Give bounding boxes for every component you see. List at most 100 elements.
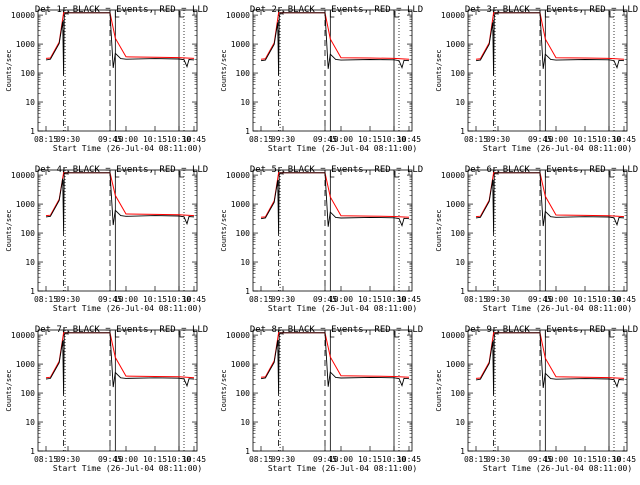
x-axis-label: Start Time (26-Jul-04 08:11:00) <box>53 464 202 473</box>
x-tick-label: 10:00 <box>329 455 353 464</box>
y-tick-label: 1 <box>245 287 250 296</box>
x-tick-label: 10:30 <box>597 135 621 144</box>
x-tick-label: 10:00 <box>329 135 353 144</box>
events-series-line <box>260 332 410 394</box>
y-tick-label: 10000 <box>441 171 465 180</box>
plot-frame <box>252 169 413 292</box>
x-tick-label: 08:15 <box>249 135 273 144</box>
y-tick-label: 1000 <box>231 40 250 49</box>
events-series-line <box>45 12 195 75</box>
top-marker-end <box>544 331 550 338</box>
panel-9r: Det 9r BLACK = Events, RED = LLD10000100… <box>435 325 638 473</box>
plot-frame <box>37 9 198 132</box>
x-tick-label: 09:30 <box>271 455 295 464</box>
y-tick-label: 10 <box>455 418 465 427</box>
top-marker-start <box>62 330 70 335</box>
y-tick-label: 10 <box>455 98 465 107</box>
y-axis-label: Counts/sec <box>5 369 13 411</box>
x-tick-label: 10:00 <box>329 295 353 304</box>
x-tick-label: 10:30 <box>597 295 621 304</box>
x-tick-label: 09:45 <box>313 295 337 304</box>
x-tick-label: 10:15 <box>573 455 597 464</box>
y-tick-label: 1 <box>30 447 35 456</box>
lld-series-line <box>45 12 195 59</box>
events-series-line <box>260 172 410 234</box>
events-series-line <box>475 12 625 76</box>
x-tick-label: 10:00 <box>544 455 568 464</box>
x-axis-label: Start Time (26-Jul-04 08:11:00) <box>483 464 632 473</box>
y-tick-label: 1 <box>30 287 35 296</box>
panel-2r: Det 2r BLACK = Events, RED = LLD10000100… <box>220 5 423 153</box>
y-tick-label: 100 <box>21 229 36 238</box>
y-tick-label: 10000 <box>226 171 250 180</box>
y-tick-label: 10000 <box>11 331 35 340</box>
x-tick-label: 09:45 <box>98 295 122 304</box>
lld-series-line <box>475 172 625 218</box>
y-tick-label: 10000 <box>226 331 250 340</box>
y-axis-label: Counts/sec <box>5 49 13 91</box>
x-axis-label: Start Time (26-Jul-04 08:11:00) <box>268 144 417 153</box>
x-tick-label: 10:30 <box>167 295 191 304</box>
events-series-line <box>260 12 410 76</box>
x-tick-label: 10:15 <box>358 295 382 304</box>
x-tick-label: 09:45 <box>528 295 552 304</box>
x-tick-label: 09:30 <box>56 455 80 464</box>
x-tick-label: 09:45 <box>313 135 337 144</box>
y-tick-label: 1000 <box>16 40 35 49</box>
plot-frame <box>37 169 198 292</box>
top-marker-start <box>492 170 500 175</box>
x-axis-label: Start Time (26-Jul-04 08:11:00) <box>53 144 202 153</box>
x-tick-label: 09:30 <box>271 135 295 144</box>
top-marker-end <box>114 171 120 178</box>
events-series-line <box>45 172 195 232</box>
x-tick-label: 09:45 <box>528 135 552 144</box>
y-tick-label: 1 <box>460 127 465 136</box>
y-tick-label: 10 <box>25 258 35 267</box>
y-tick-label: 10 <box>25 418 35 427</box>
x-tick-label: 10:45 <box>397 135 421 144</box>
y-axis-label: Counts/sec <box>5 209 13 251</box>
y-tick-label: 10 <box>240 98 250 107</box>
y-tick-label: 1000 <box>446 40 465 49</box>
x-tick-label: 10:45 <box>397 455 421 464</box>
x-tick-label: 10:00 <box>114 295 138 304</box>
y-tick-label: 1 <box>460 287 465 296</box>
top-marker-right <box>609 11 614 18</box>
x-tick-label: 08:15 <box>464 455 488 464</box>
x-tick-label: 08:15 <box>249 295 273 304</box>
x-tick-label: 09:30 <box>486 295 510 304</box>
x-tick-label: 08:15 <box>34 455 58 464</box>
top-marker-end <box>114 331 120 338</box>
x-tick-label: 09:30 <box>271 295 295 304</box>
plot-frame <box>467 329 628 452</box>
lld-series-line <box>260 172 410 218</box>
x-tick-label: 10:00 <box>544 295 568 304</box>
lld-series-line <box>260 12 410 60</box>
x-tick-label: 10:15 <box>358 455 382 464</box>
x-tick-label: 09:45 <box>313 455 337 464</box>
plot-frame <box>467 9 628 132</box>
x-axis-label: Start Time (26-Jul-04 08:11:00) <box>268 464 417 473</box>
y-tick-label: 1 <box>460 447 465 456</box>
top-marker-end <box>544 171 550 178</box>
x-axis-label: Start Time (26-Jul-04 08:11:00) <box>483 304 632 313</box>
panel-1r: Det 1r BLACK = Events, RED = LLD10000100… <box>5 5 208 153</box>
x-tick-label: 10:15 <box>143 295 167 304</box>
panel-7r: Det 7r BLACK = Events, RED = LLD10000100… <box>5 325 208 473</box>
x-tick-label: 09:45 <box>98 135 122 144</box>
x-tick-label: 10:15 <box>573 135 597 144</box>
events-series-line <box>475 332 625 395</box>
x-tick-label: 10:30 <box>597 455 621 464</box>
x-tick-label: 10:15 <box>143 455 167 464</box>
x-tick-label: 08:15 <box>34 295 58 304</box>
y-tick-label: 1000 <box>231 200 250 209</box>
y-axis-label: Counts/sec <box>435 49 443 91</box>
y-tick-label: 100 <box>21 69 36 78</box>
lld-series-line <box>475 332 625 379</box>
x-tick-label: 09:45 <box>98 455 122 464</box>
y-tick-label: 100 <box>236 389 251 398</box>
y-tick-label: 100 <box>451 229 466 238</box>
y-tick-label: 1 <box>30 127 35 136</box>
y-axis-label: Counts/sec <box>220 49 228 91</box>
x-tick-label: 09:30 <box>56 295 80 304</box>
